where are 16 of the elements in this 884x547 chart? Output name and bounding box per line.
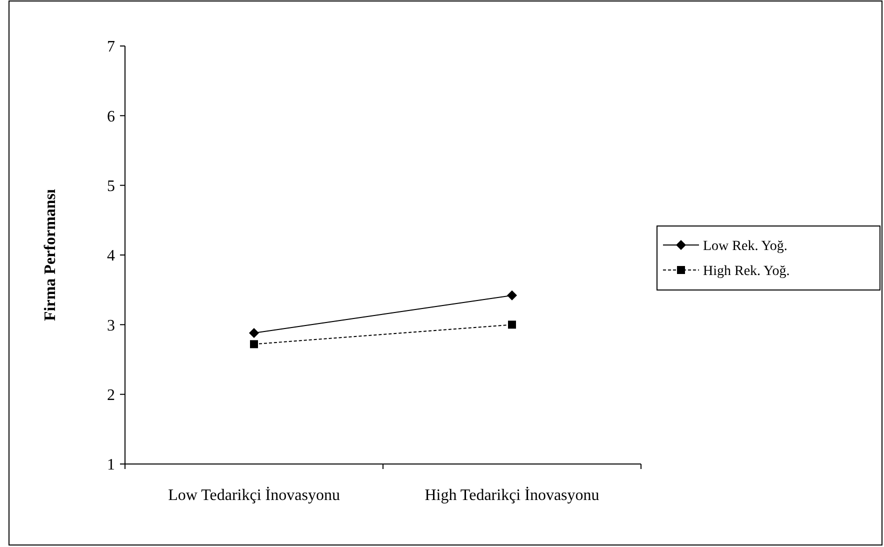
point (507, 290, 517, 300)
y-tick-label: 4 (107, 248, 115, 265)
x-tick-label: Low Tedarikçi İnovasyonu (168, 486, 340, 504)
y-tick-label: 2 (107, 386, 115, 404)
y-tick-label: 6 (107, 108, 115, 126)
point (508, 320, 516, 329)
y-tick-label: 3 (107, 317, 115, 334)
legend-label: Low Rek. Yoğ. (703, 238, 788, 254)
x-tick-label: High Tedarikçi İnovasyonu (424, 486, 600, 504)
point (250, 340, 258, 348)
y-tick-label: 1 (107, 456, 115, 474)
legend-label: High Rek. Yoğ. (703, 264, 790, 279)
y-tick-label: 7 (107, 38, 115, 56)
y-axis-title: Firma Performansı (42, 188, 59, 321)
point (249, 328, 259, 338)
y-tick-label: 5 (107, 178, 115, 195)
